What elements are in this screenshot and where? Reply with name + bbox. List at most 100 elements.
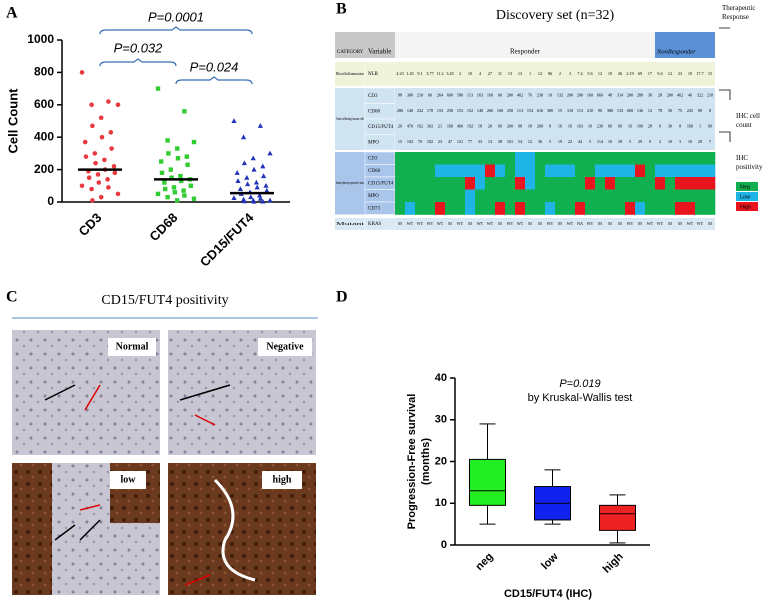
heat-cell [695,189,706,203]
cell-value: M [558,221,562,226]
cell-value: 8 [549,124,551,129]
cell-value: 50 [668,108,672,113]
cell-value: 16 [628,124,632,129]
data-point [175,156,181,161]
cell-value: WT [517,221,524,226]
heat-cell [475,177,486,190]
heat-cell [445,202,456,215]
heat-cell [605,202,616,215]
heat-cell [445,177,456,190]
data-point [155,191,161,197]
cell-value: 60 [608,124,612,129]
data-point [257,195,263,201]
heat-cell [565,202,576,215]
cell-value: 140 [477,108,483,113]
cell-value: M [468,221,472,226]
heat-cell [695,164,706,178]
header-bg [395,32,655,58]
heat-cell [645,189,656,203]
cell-value: 75 [678,108,682,113]
pointer [719,27,731,142]
heat-cell [505,177,516,190]
data-point [83,154,89,159]
heat-cell [545,152,556,165]
heat-cell [415,202,426,215]
heat-cell [435,177,446,190]
cell-value: 9 [649,139,651,144]
heat-cell [675,177,686,190]
y-tick-label: 800 [34,65,54,79]
heat-cell [435,202,446,215]
heat-cell [655,152,666,165]
cell-value: 232 [417,108,423,113]
data-point [175,198,180,203]
cell-value: M [538,221,542,226]
row-label: CD68 [368,109,380,114]
image-label: high [273,474,292,485]
heat-cell [405,164,416,178]
heat-cell [705,202,716,215]
heat-cell [555,189,566,203]
cell-value: 60 [428,93,432,98]
cell-value: 90 [698,108,702,113]
data-point [237,186,243,192]
heat-cell [405,152,416,165]
row-label: CD68 [368,169,380,174]
data-point [182,193,187,198]
cell-value: 230 [537,93,543,98]
row-bg [364,61,396,87]
annotation-line: positivity [736,163,763,171]
heat-cell [435,152,446,165]
cell-value: 462 [677,93,683,98]
data-point [182,109,187,114]
data-point [90,123,95,129]
heat-cell [595,189,606,203]
arrows [44,384,231,586]
heat-cell [485,189,496,203]
cell-value: 76 [528,93,532,98]
panel-label: A [6,5,18,22]
cell-value: 162 [417,124,423,129]
cell-value: 38 [498,139,502,144]
row-bg [395,134,715,150]
section-label: Immune-phenotype expression by tumor [336,180,364,185]
heat-cell [605,189,616,203]
legend-label: High [740,204,751,210]
heat-cell [435,189,446,203]
data-point [159,170,165,176]
cell-value: 7.4 [577,71,583,76]
data-point [261,173,267,179]
heat-cell [665,202,676,215]
cell-value: 20 [398,124,402,129]
cell-value: WT [507,221,514,226]
cell-value: 8 [679,124,681,129]
panel-label: B [336,1,347,18]
heat-cell [505,189,516,203]
heat-cell [465,152,476,165]
heat-cell [425,189,436,203]
data-point [248,194,254,200]
heat-cell [555,152,566,165]
cell-value: 33 [478,139,482,144]
data-point [251,166,257,172]
heat-cell [705,177,716,190]
data-point [241,198,247,204]
cell-value: 17 [648,71,652,76]
cell-value: 4.23 [396,71,403,76]
heat-cell [495,177,506,190]
annotation: by Kruskal-Wallis test [528,392,633,404]
cell-value: 10 [588,124,592,129]
heat-cell [645,152,656,165]
cell-value: 380 [547,108,553,113]
data-point [105,177,110,182]
cell-value: 192 [467,124,473,129]
cell-value: 36 [538,139,542,144]
data-point [241,134,247,140]
cell-value: 280 [637,93,643,98]
cell-value: 200 [627,93,633,98]
cell-value: M [668,221,672,226]
heat-cell [565,164,576,178]
data-point [162,180,167,185]
heat-cell [575,152,586,165]
heat-cell [485,202,496,215]
